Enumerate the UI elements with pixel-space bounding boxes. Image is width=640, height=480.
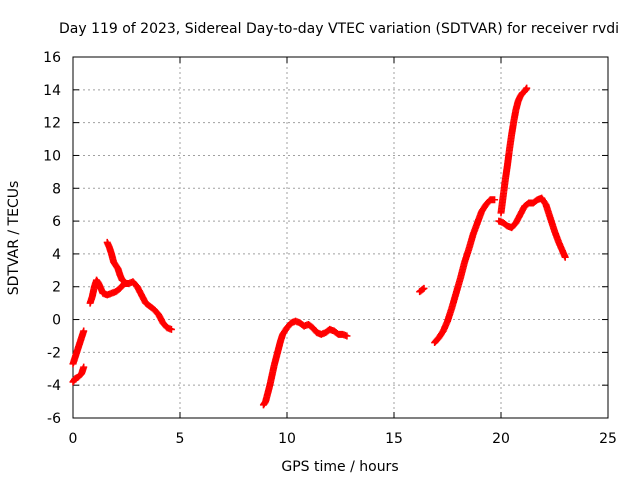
x-tick-label: 5 [176, 431, 185, 447]
grid-lines [73, 57, 608, 418]
data-segment [416, 284, 428, 296]
data-point [123, 279, 130, 287]
x-axis-title: GPS time / hours [281, 459, 398, 475]
data-segment [69, 327, 88, 368]
x-tick-label: 20 [492, 431, 510, 447]
y-tick-label: 12 [43, 116, 61, 132]
data-segment [103, 238, 130, 287]
data-point [561, 253, 569, 261]
y-tick-label: 16 [43, 50, 61, 66]
x-tick-label: 15 [385, 431, 403, 447]
data-point [523, 84, 531, 92]
data-segment [495, 194, 569, 261]
data-segment [259, 317, 351, 409]
y-axis-title: SDTVAR / TECUs [6, 181, 22, 296]
x-tick-label: 0 [69, 431, 78, 447]
data-point [121, 279, 129, 287]
y-tick-label: 4 [52, 247, 61, 263]
plot-frame [72, 56, 609, 419]
x-tick-label: 25 [599, 431, 617, 447]
chart-title: Day 119 of 2023, Sidereal Day-to-day VTE… [59, 21, 619, 37]
y-tick-label: 0 [52, 313, 61, 329]
data-segment [86, 276, 175, 333]
y-tick-label: 2 [52, 280, 61, 296]
x-tick-labels: 0 5 10 15 20 25 [69, 431, 617, 447]
y-tick-labels: -6 -4 -2 0 2 4 6 8 10 12 14 16 [43, 50, 61, 427]
data-segment [497, 84, 531, 217]
axis-ticks [72, 56, 609, 419]
data-point [80, 327, 88, 335]
data-point [80, 363, 88, 371]
data-point [491, 196, 499, 204]
y-tick-label: -6 [47, 411, 61, 427]
data-segment [69, 363, 88, 386]
data-segment [431, 196, 499, 347]
x-tick-label: 10 [278, 431, 296, 447]
data-point [343, 332, 351, 340]
y-tick-label: 6 [52, 214, 61, 230]
y-tick-label: -2 [47, 345, 61, 361]
data-point [419, 285, 427, 293]
data-points [69, 84, 569, 409]
data-point [167, 325, 175, 333]
y-tick-label: 8 [52, 181, 61, 197]
data-point [420, 284, 428, 292]
y-tick-label: 10 [43, 148, 61, 164]
y-tick-label: -4 [47, 378, 61, 394]
y-tick-label: 14 [43, 83, 61, 99]
